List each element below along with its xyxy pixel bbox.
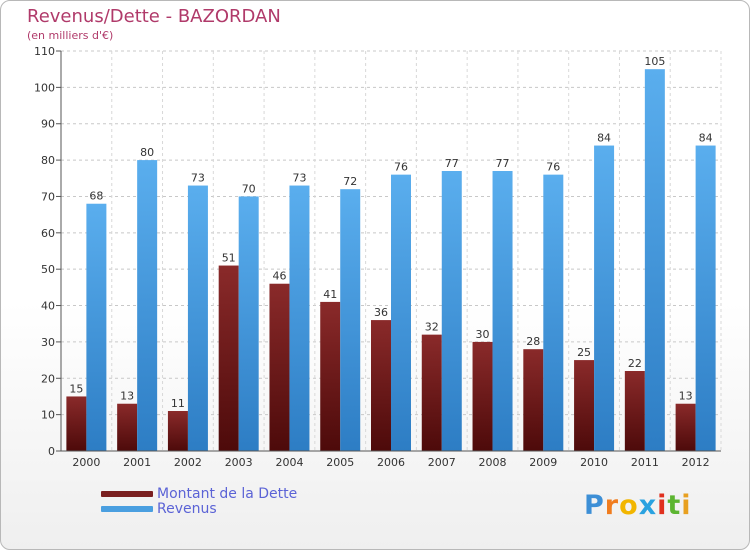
bar-debt <box>269 283 290 451</box>
x-tick-label: 2011 <box>631 456 659 469</box>
data-label-revenue: 72 <box>343 175 357 188</box>
legend-swatch-revenue <box>101 506 153 512</box>
bar-debt <box>218 265 239 451</box>
bar-revenue <box>644 69 665 451</box>
x-tick-label: 2003 <box>225 456 253 469</box>
x-tick-label: 2009 <box>529 456 557 469</box>
data-label-revenue: 73 <box>292 172 306 185</box>
data-label-revenue: 70 <box>242 182 256 195</box>
bar-debt <box>624 371 645 451</box>
bar-debt <box>66 396 87 451</box>
bar-revenue <box>492 171 513 451</box>
bar-revenue <box>594 145 615 451</box>
bar-revenue <box>238 196 259 451</box>
data-label-debt: 32 <box>425 321 439 334</box>
y-tick-label: 30 <box>41 336 55 349</box>
logo-letter: P <box>584 490 605 521</box>
logo-letter: i <box>681 490 692 521</box>
bar-debt <box>167 411 188 451</box>
bar-debt <box>421 334 442 451</box>
y-tick-label: 40 <box>41 300 55 313</box>
data-label-debt: 41 <box>323 288 337 301</box>
y-tick-label: 50 <box>41 263 55 276</box>
axes: 0 10 20 30 40 50 60 70 80 90 100 110 2000 2001 2002 200… <box>34 45 721 469</box>
bar-revenue <box>391 174 411 452</box>
y-tick-label: 90 <box>41 118 55 131</box>
data-label-revenue: 76 <box>546 161 560 174</box>
bars <box>66 69 716 452</box>
bar-debt <box>574 360 595 451</box>
bar-debt <box>472 341 493 451</box>
data-label-debt: 13 <box>679 390 693 403</box>
y-tick-label: 80 <box>41 154 55 167</box>
data-label-revenue: 76 <box>394 161 408 174</box>
logo-letter: x <box>638 490 658 521</box>
bar-debt <box>371 320 391 451</box>
legend-swatch-debt <box>101 491 153 497</box>
data-label-debt: 36 <box>374 306 388 319</box>
data-label-debt: 15 <box>69 382 83 395</box>
x-tick-label: 2005 <box>326 456 354 469</box>
y-tick-label: 10 <box>41 409 55 422</box>
bar-revenue <box>289 185 310 451</box>
bar-revenue <box>441 171 462 451</box>
data-label-debt: 22 <box>628 357 642 370</box>
bar-revenue <box>187 185 208 451</box>
data-labels: 15 68 13 80 11 73 51 70 46 73 41 72 36 76 32 77 30 77 28 76… <box>69 55 712 410</box>
data-label-revenue: 73 <box>191 172 205 185</box>
bar-revenue <box>137 160 158 451</box>
y-tick-label: 60 <box>41 227 55 240</box>
bar-revenue <box>340 189 361 451</box>
data-label-debt: 46 <box>272 270 286 283</box>
x-tick-label: 2006 <box>377 456 405 469</box>
data-label-debt: 30 <box>476 328 490 341</box>
bar-revenue <box>86 203 107 451</box>
data-label-revenue: 84 <box>699 132 713 145</box>
data-label-revenue: 80 <box>140 146 154 159</box>
logo-letter: r <box>604 490 620 521</box>
logo-letter: i <box>657 490 668 521</box>
y-tick-label: 100 <box>34 81 55 94</box>
data-label-debt: 51 <box>222 252 236 265</box>
data-label-debt: 25 <box>577 346 591 359</box>
data-label-debt: 11 <box>171 397 185 410</box>
data-label-revenue: 77 <box>496 157 510 170</box>
bar-revenue <box>695 145 716 451</box>
data-label-debt: 28 <box>526 335 540 348</box>
bar-debt <box>117 403 138 451</box>
data-label-debt: 13 <box>120 390 134 403</box>
logo-letter: o <box>619 490 639 521</box>
y-tick-label: 0 <box>48 445 55 458</box>
chart-title: Revenus/Dette - BAZORDAN <box>27 6 281 27</box>
x-tick-label: 2010 <box>580 456 608 469</box>
data-label-revenue: 105 <box>644 55 665 68</box>
legend-label-revenue: Revenus <box>157 501 217 517</box>
y-tick-label: 110 <box>34 45 55 58</box>
y-tick-label: 70 <box>41 190 55 203</box>
x-tick-label: 2008 <box>479 456 507 469</box>
data-label-revenue: 77 <box>445 157 459 170</box>
bar-debt <box>523 349 544 451</box>
x-tick-label: 2000 <box>72 456 100 469</box>
bar-debt <box>320 301 341 451</box>
data-label-revenue: 68 <box>89 190 103 203</box>
data-label-revenue: 84 <box>597 132 611 145</box>
x-tick-label: 2001 <box>123 456 151 469</box>
bar-debt <box>675 403 696 451</box>
chart-subtitle: (en milliers d'€) <box>27 29 114 42</box>
y-tick-label: 20 <box>41 372 55 385</box>
x-tick-label: 2002 <box>174 456 202 469</box>
x-tick-label: 2004 <box>275 456 303 469</box>
x-tick-label: 2012 <box>682 456 710 469</box>
logo-letter: t <box>667 490 682 521</box>
bar-revenue <box>543 174 564 452</box>
x-tick-label: 2007 <box>428 456 456 469</box>
legend-label-debt: Montant de la Dette <box>157 486 298 502</box>
proxiti-logo: Proxiti <box>584 490 692 521</box>
